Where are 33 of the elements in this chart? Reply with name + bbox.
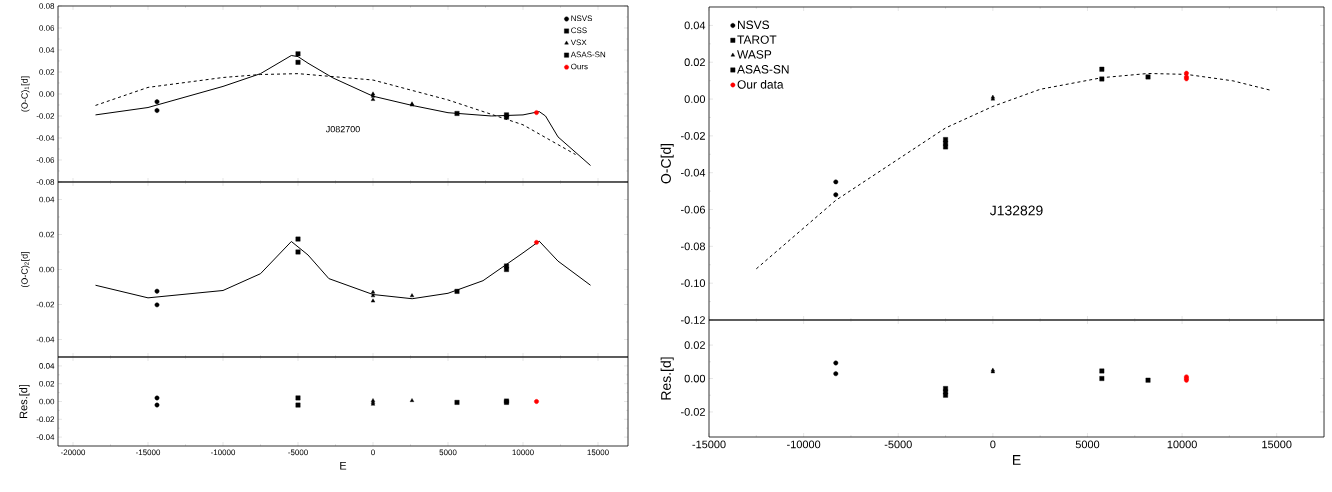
legend-label: WASP [737, 50, 772, 59]
y-tick-label: 0.00 [684, 95, 706, 103]
x-tick-label: -10000 [787, 440, 821, 449]
y-axis-title: (O-C)$_{1}$[d] [21, 76, 30, 112]
y-tick-label: 0.04 [684, 21, 706, 30]
legend-label: NSVS [738, 20, 770, 30]
y-tick-label: -0.04 [680, 168, 706, 177]
y-tick-label: 0.02 [684, 58, 705, 67]
y-tick-label: -0.10 [680, 279, 706, 288]
y-tick-label: -0.08 [680, 242, 705, 251]
x-tick-label: -5000 [884, 440, 912, 449]
x-tick-label: 10000 [1167, 440, 1197, 449]
y-axis-title: O-C[d] [660, 143, 674, 184]
legend-label: Our data [737, 79, 784, 89]
y-axis-title: (O-C)$_{2}$[d] [21, 252, 30, 288]
x-tick-label: -15000 [692, 440, 726, 449]
x-axis-title: E [340, 462, 347, 470]
y-tick-label: -0.02 [680, 132, 705, 140]
x-tick-label: 0 [990, 440, 996, 449]
y-tick-label: -0.12 [680, 316, 705, 324]
y-axis-title: Res.[d] [19, 384, 30, 418]
y-tick-label: -0.02 [680, 408, 705, 416]
legend-label: ASAS-SN [737, 65, 789, 74]
y-tick-label: 0.00 [684, 374, 706, 383]
annotation: J082700 [325, 126, 360, 133]
x-tick-label: 15000 [1262, 440, 1292, 449]
legend-label: TAROT [737, 35, 777, 44]
y-tick-label: -0.06 [680, 205, 705, 214]
x-axis-title: E [1013, 455, 1021, 465]
x-tick-label: 5000 [1075, 440, 1100, 449]
y-axis-title: Res.[d] [660, 357, 674, 400]
annotation: J132829 [989, 205, 1043, 216]
y-tick-label: 0.02 [684, 341, 705, 349]
